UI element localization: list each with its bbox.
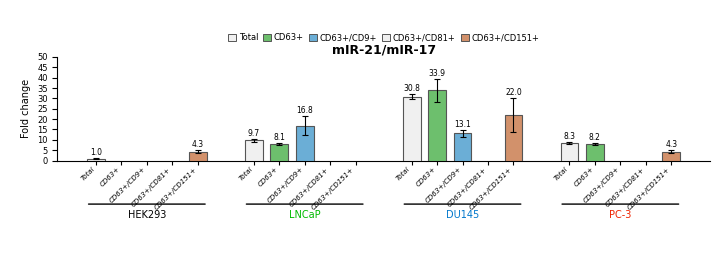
Text: HEK293: HEK293 <box>128 210 166 220</box>
Bar <box>189 152 206 161</box>
Bar <box>505 115 523 161</box>
Text: LNCaP: LNCaP <box>289 210 320 220</box>
Text: 8.1: 8.1 <box>273 133 285 141</box>
Bar <box>663 152 680 161</box>
Text: 13.1: 13.1 <box>454 120 471 129</box>
Bar <box>454 133 471 161</box>
Y-axis label: Fold change: Fold change <box>22 79 32 138</box>
Text: 9.7: 9.7 <box>247 129 260 138</box>
Bar <box>270 144 288 161</box>
Text: 4.3: 4.3 <box>665 140 678 149</box>
Bar <box>561 143 579 161</box>
Text: 8.2: 8.2 <box>589 133 601 141</box>
Title: mIR-21/mIR-17: mIR-21/mIR-17 <box>331 44 436 57</box>
Text: PC-3: PC-3 <box>609 210 632 220</box>
Text: 8.3: 8.3 <box>564 132 576 141</box>
Text: 1.0: 1.0 <box>90 148 102 157</box>
Text: 4.3: 4.3 <box>191 140 204 149</box>
Bar <box>586 143 604 161</box>
Bar <box>428 90 446 161</box>
Text: DU145: DU145 <box>446 210 479 220</box>
Text: 33.9: 33.9 <box>429 69 445 78</box>
Bar <box>244 140 262 161</box>
Text: 16.8: 16.8 <box>296 106 313 116</box>
Text: 30.8: 30.8 <box>403 84 420 93</box>
Legend: Total, CD63+, CD63+/CD9+, CD63+/CD81+, CD63+/CD151+: Total, CD63+, CD63+/CD9+, CD63+/CD81+, C… <box>224 30 543 46</box>
Bar <box>296 126 313 161</box>
Bar <box>403 97 420 161</box>
Bar <box>87 159 105 161</box>
Text: 22.0: 22.0 <box>505 88 522 97</box>
